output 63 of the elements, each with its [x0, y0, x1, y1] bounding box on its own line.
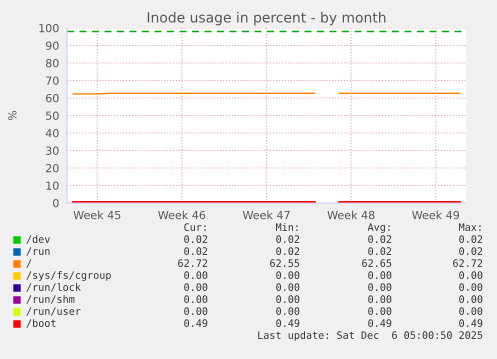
y-tick-label: 50: [46, 111, 59, 120]
text: 62.72: [453, 259, 482, 267]
y-tick-label: 80: [46, 58, 59, 68]
text: 0.00: [368, 283, 392, 291]
text: 62.55: [270, 259, 300, 267]
text: 0.02: [184, 247, 208, 255]
text: 0.00: [459, 271, 482, 279]
text: 0.49: [459, 319, 482, 327]
y-tick-label: 100: [39, 24, 59, 32]
text: 0.00: [459, 295, 482, 303]
text: 0.00: [184, 295, 208, 303]
text: 0.00: [368, 271, 392, 279]
text: 0.00: [276, 271, 300, 279]
x-tick-label: Week 46: [158, 210, 206, 220]
y-tick-label: 10: [46, 181, 59, 190]
y-tick-label: 30: [46, 146, 59, 155]
text: 0.00: [184, 283, 208, 291]
x-tick-label: Week 47: [242, 210, 290, 220]
y-tick-label: 20: [46, 164, 59, 172]
text: 0.00: [368, 295, 392, 303]
text: 0.00: [184, 307, 208, 315]
y-tick-label: 40: [46, 128, 59, 138]
legend-label: /run/user: [26, 307, 81, 316]
text: 0.02: [459, 247, 482, 255]
text: 0.49: [368, 319, 392, 327]
y-tick-label: 60: [46, 94, 59, 102]
text: Cur:: [184, 223, 206, 231]
text: 62.65: [362, 259, 392, 267]
text: 0.02: [368, 247, 392, 255]
text: 62.72: [178, 259, 208, 267]
text: 0.00: [276, 307, 300, 315]
chart-title: Inode usage in percent - by month: [148, 12, 386, 26]
text: Last update: Sat Dec 6 05:00:50 2025: [258, 331, 482, 341]
text: 0.00: [459, 307, 482, 315]
text: 0.02: [184, 235, 208, 243]
legend-label: /boot: [26, 319, 56, 328]
text: 0.49: [184, 319, 208, 327]
y-tick-label: 90: [46, 41, 59, 50]
legend-label: /run: [26, 247, 50, 256]
text: Min:: [276, 223, 298, 231]
legend-label: /dev: [26, 235, 50, 244]
x-tick-label: Week 45: [74, 210, 120, 220]
y-tick-label: 0: [53, 198, 59, 208]
x-tick-label: Week 48: [327, 210, 374, 220]
y-tick-label: 70: [46, 76, 59, 85]
legend-label: /sys/fs/cgroup: [26, 271, 111, 281]
text: 0.02: [276, 235, 300, 243]
text: 0.02: [276, 247, 300, 255]
text: 0.00: [368, 307, 392, 315]
text: 0.00: [184, 271, 208, 279]
legend-label: /: [26, 259, 32, 268]
legend-label: /run/shm: [26, 295, 74, 304]
text: 0.00: [276, 283, 300, 291]
legend-label: /run/lock: [26, 283, 81, 292]
text: 0.00: [276, 295, 300, 303]
text: Max:: [459, 223, 481, 231]
y-axis-title: %: [8, 110, 17, 120]
text: 0.49: [276, 319, 300, 327]
text: 0.00: [459, 283, 482, 291]
text: Avg:: [368, 223, 390, 233]
text: 0.02: [368, 235, 392, 243]
x-tick-label: Week 49: [412, 210, 460, 220]
text: 0.02: [459, 235, 482, 243]
